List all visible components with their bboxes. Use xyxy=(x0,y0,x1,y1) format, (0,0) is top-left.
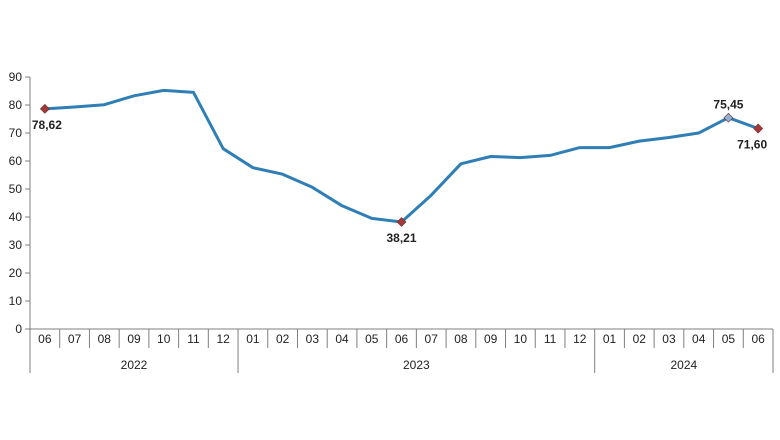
data-label: 71,60 xyxy=(737,138,767,152)
y-tick-label: 0 xyxy=(15,322,22,336)
year-label: 2023 xyxy=(403,358,430,372)
x-tick-label: 10 xyxy=(157,332,171,346)
x-tick-label: 04 xyxy=(335,332,349,346)
y-tick-label: 20 xyxy=(9,266,23,280)
y-tick-label: 10 xyxy=(9,294,23,308)
x-tick-label: 08 xyxy=(454,332,468,346)
y-tick-label: 60 xyxy=(9,154,23,168)
y-tick-label: 70 xyxy=(9,126,23,140)
x-axis: 06 07 08 09 10 11 12 01 02 03 04 05 06 07 08 09 10 11 12 01… xyxy=(29,328,774,373)
x-tick-label: 10 xyxy=(514,332,528,346)
x-tick-label: 01 xyxy=(603,332,617,346)
y-tick-label: 30 xyxy=(9,238,23,252)
year-label: 2024 xyxy=(670,358,697,372)
data-point-marker xyxy=(753,123,764,134)
x-tick-label: 11 xyxy=(187,332,200,346)
x-tick-label: 03 xyxy=(662,332,676,346)
x-tick-label: 01 xyxy=(246,332,260,346)
x-tick-label: 06 xyxy=(38,332,52,346)
y-tick-label: 90 xyxy=(9,70,23,84)
x-tick-label: 08 xyxy=(98,332,112,346)
data-label: 78,62 xyxy=(32,118,62,132)
y-tick-label: 40 xyxy=(9,210,23,224)
x-tick-label: 12 xyxy=(573,332,587,346)
x-tick-label: 02 xyxy=(633,332,647,346)
year-label: 2022 xyxy=(121,358,148,372)
x-tick-label: 07 xyxy=(68,332,82,346)
x-tick-label: 04 xyxy=(692,332,706,346)
series-line xyxy=(43,88,760,224)
x-tick-label: 06 xyxy=(751,332,765,346)
x-tick-label: 09 xyxy=(127,332,141,346)
y-tick-label: 50 xyxy=(9,182,23,196)
data-point-marker xyxy=(723,112,734,123)
x-tick-label: 07 xyxy=(425,332,439,346)
series-layer xyxy=(43,88,760,224)
x-tick-label: 05 xyxy=(722,332,736,346)
x-tick-label: 06 xyxy=(395,332,409,346)
data-label: 75,45 xyxy=(713,98,743,112)
y-axis: 0 10 20 30 40 50 60 70 80 90 xyxy=(9,70,31,336)
x-tick-label: 12 xyxy=(217,332,231,346)
y-tick-label: 80 xyxy=(9,98,23,112)
data-point-marker xyxy=(39,103,50,114)
data-point-marker xyxy=(396,217,407,227)
x-tick-label: 02 xyxy=(276,332,290,346)
x-tick-label: 11 xyxy=(544,332,557,346)
x-tick-label: 03 xyxy=(306,332,320,346)
x-tick-label: 09 xyxy=(484,332,498,346)
x-tick-label: 05 xyxy=(365,332,379,346)
data-label: 38,21 xyxy=(386,231,416,245)
marker-layer: 78,62 38,21 75,45 71,60 xyxy=(32,98,768,245)
